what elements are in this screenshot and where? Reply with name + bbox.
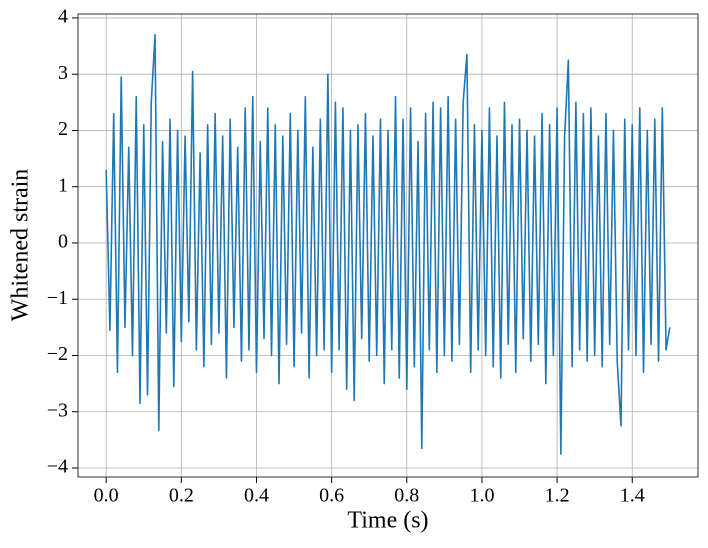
y-tick-label: 4 bbox=[58, 6, 68, 28]
x-tick-label: 0.2 bbox=[169, 485, 194, 507]
x-tick-label: 0.4 bbox=[244, 485, 269, 507]
x-tick-label: 1.2 bbox=[545, 485, 570, 507]
x-tick-label: 1.4 bbox=[620, 485, 645, 507]
x-tick-label: 1.0 bbox=[469, 485, 494, 507]
y-tick-label: −3 bbox=[47, 399, 68, 421]
plot-frame bbox=[77, 13, 699, 478]
y-tick-label: −4 bbox=[47, 456, 68, 478]
y-tick-label: 3 bbox=[58, 62, 68, 84]
y-tick-label: 2 bbox=[58, 118, 68, 140]
x-tick-label: 0.6 bbox=[319, 485, 344, 507]
x-axis-label: Time (s) bbox=[347, 508, 428, 534]
y-tick-label: −2 bbox=[47, 343, 68, 365]
y-tick-label: 1 bbox=[58, 174, 68, 196]
series-line bbox=[105, 34, 671, 455]
y-axis-label: Whitened strain bbox=[8, 169, 34, 322]
x-tick-label: 0.8 bbox=[394, 485, 419, 507]
x-tick-label: 0.0 bbox=[94, 485, 119, 507]
y-tick-label: 0 bbox=[58, 231, 68, 253]
y-tick-label: −1 bbox=[47, 287, 68, 309]
